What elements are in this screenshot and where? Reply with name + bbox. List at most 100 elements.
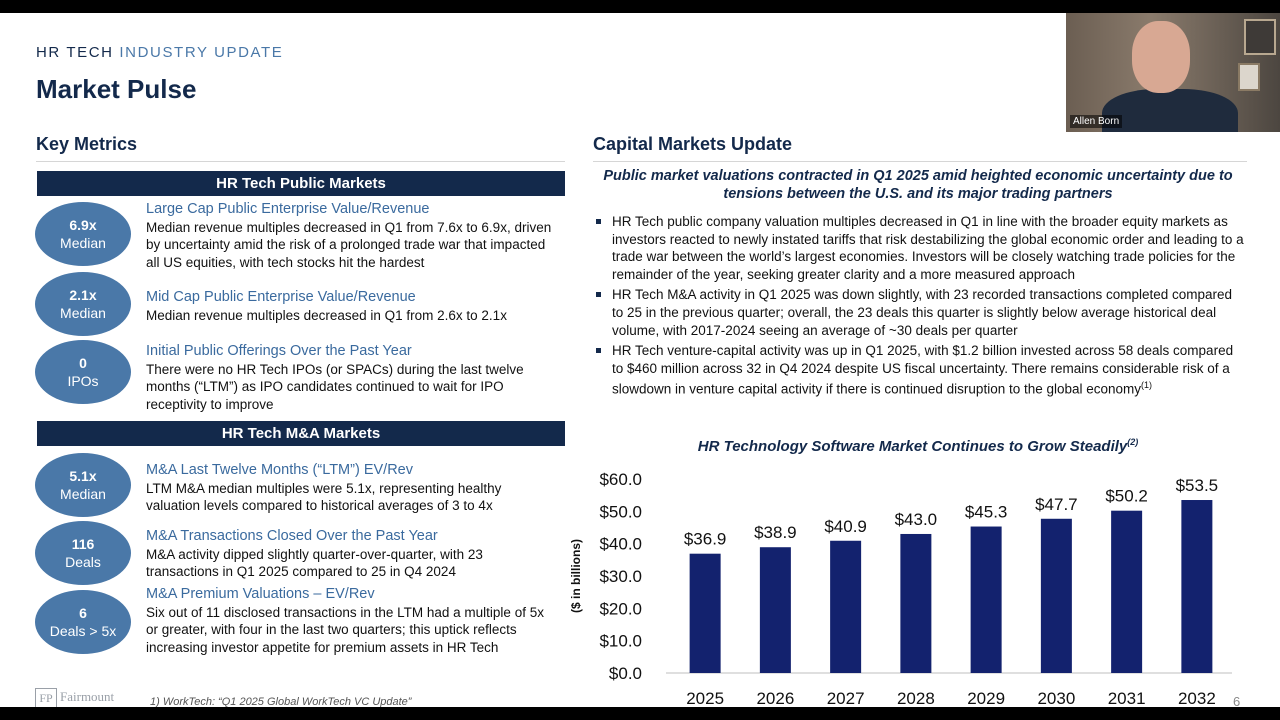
bar-2031 [1111, 510, 1143, 673]
x-tick-label-2029: 2029 [967, 689, 1005, 707]
bullet-item: HR Tech public company valuation multipl… [594, 213, 1246, 283]
x-tick-label-2031: 2031 [1108, 689, 1146, 707]
metric-title: M&A Transactions Closed Over the Past Ye… [146, 528, 438, 544]
metric-oval: 2.1x Median [35, 272, 131, 336]
metric-unit: Median [60, 305, 106, 321]
metric-value: 6 [79, 605, 87, 621]
y-tick-label: $60.0 [599, 470, 642, 489]
logo-mark: FP [35, 688, 57, 707]
market-bar-chart: ($ in billions) $0.0 $10.0 $20.0 $30.0 $40.0 $… [569, 470, 1232, 707]
chart-title-text: HR Technology Software Market Continues … [697, 438, 1128, 455]
key-metrics-rule [36, 161, 565, 162]
metric-oval: 6.9x Median [35, 202, 131, 266]
metric-title: Mid Cap Public Enterprise Value/Revenue [146, 289, 416, 305]
data-label-2025: $36.9 [684, 530, 727, 549]
webcam-overlay: Allen Born [1066, 13, 1280, 132]
data-label-2027: $40.9 [824, 517, 867, 536]
footnote-ref: (1) [1141, 380, 1153, 391]
y-axis-label: ($ in billions) [569, 539, 583, 613]
metric-unit: Median [60, 486, 106, 502]
y-tick-label: $40.0 [599, 535, 642, 554]
y-tick-label: $20.0 [599, 599, 642, 618]
bar-2029 [970, 526, 1002, 673]
logo-text: Fairmount [60, 688, 115, 704]
x-tick-label-2028: 2028 [897, 689, 935, 707]
bottom-black-bar [0, 707, 1280, 720]
x-tick-label-2026: 2026 [756, 689, 794, 707]
presenter-body [1102, 89, 1238, 132]
metric-value: 2.1x [69, 287, 97, 303]
capital-markets-bullets: HR Tech public company valuation multipl… [594, 213, 1246, 401]
y-tick-label: $0.0 [609, 664, 642, 683]
data-label-2028: $43.0 [895, 510, 938, 529]
footnote: 1) WorkTech: “Q1 2025 Global WorkTech VC… [150, 696, 412, 707]
capital-markets-heading: Capital Markets Update [593, 134, 793, 154]
capital-markets-rule [593, 161, 1247, 162]
bar-2032 [1181, 500, 1213, 673]
metric-block: M&A Last Twelve Months (“LTM”) EV/Rev LT… [146, 462, 556, 515]
metric-value: 5.1x [69, 468, 97, 484]
bar-2030 [1040, 518, 1072, 673]
metric-value: 0 [79, 355, 87, 371]
bullet-item: HR Tech venture-capital activity was up … [594, 342, 1246, 398]
metric-text: LTM M&A median multiples were 5.1x, repr… [146, 480, 502, 514]
metric-unit: Deals [65, 554, 101, 570]
presenter-head [1132, 21, 1190, 93]
bar-2025 [689, 553, 721, 673]
metric-title: Initial Public Offerings Over the Past Y… [146, 343, 412, 359]
metric-block: M&A Premium Valuations – EV/Rev Six out … [146, 586, 556, 656]
metric-block: Large Cap Public Enterprise Value/Revenu… [146, 201, 556, 271]
bar-2027 [830, 540, 862, 673]
x-tick-label-2025: 2025 [686, 689, 724, 707]
metric-text: Six out of 11 disclosed transactions in … [146, 604, 544, 655]
y-tick-label: $50.0 [599, 502, 642, 521]
page-number: 6 [1233, 694, 1241, 707]
metric-text: M&A activity dipped slightly quarter-ove… [146, 546, 483, 580]
metric-oval: 5.1x Median [35, 453, 131, 517]
metric-title: Large Cap Public Enterprise Value/Revenu… [146, 201, 430, 217]
eyebrow-highlight: INDUSTRY UPDATE [119, 44, 284, 61]
data-label-2031: $50.2 [1105, 487, 1148, 506]
page-title: Market Pulse [36, 74, 197, 104]
eyebrow-main: HR TECH [36, 44, 114, 61]
bar-2028 [900, 533, 932, 673]
metric-oval: 0 IPOs [35, 340, 131, 404]
y-tick-label: $10.0 [599, 632, 642, 651]
x-tick-label-2027: 2027 [827, 689, 865, 707]
metric-title: M&A Last Twelve Months (“LTM”) EV/Rev [146, 462, 413, 478]
public-markets-bar: HR Tech Public Markets [37, 171, 565, 196]
bullet-item: HR Tech M&A activity in Q1 2025 was down… [594, 286, 1246, 339]
data-label-2026: $38.9 [754, 523, 797, 542]
bullet-text: HR Tech public company valuation multipl… [612, 214, 1244, 282]
data-label-2030: $47.7 [1035, 495, 1078, 514]
presenter-name: Allen Born [1070, 115, 1123, 128]
metric-unit: Median [60, 235, 106, 251]
metric-text: There were no HR Tech IPOs (or SPACs) du… [146, 361, 524, 412]
bullet-text: HR Tech venture-capital activity was up … [612, 343, 1234, 397]
wall-picture [1244, 19, 1276, 55]
metric-block: Mid Cap Public Enterprise Value/Revenue … [146, 289, 556, 324]
key-metrics-heading: Key Metrics [36, 134, 138, 154]
chart-title-footnote: (2) [1127, 437, 1139, 447]
metric-oval: 116 Deals [35, 521, 131, 585]
x-tick-label-2030: 2030 [1037, 689, 1075, 707]
data-label-2029: $45.3 [965, 503, 1008, 522]
metric-value: 6.9x [69, 217, 97, 233]
eyebrow: HR TECH INDUSTRY UPDATE [36, 44, 283, 61]
metric-oval: 6 Deals > 5x [35, 590, 131, 654]
ma-markets-bar: HR Tech M&A Markets [37, 421, 565, 446]
metric-text: Median revenue multiples decreased in Q1… [146, 219, 552, 270]
bullet-text: HR Tech M&A activity in Q1 2025 was down… [612, 287, 1233, 338]
metric-block: Initial Public Offerings Over the Past Y… [146, 343, 556, 413]
bar-2026 [759, 547, 791, 673]
fairmount-logo: FP Fairmount [35, 688, 114, 707]
capital-markets-subtitle: Public market valuations contracted in Q… [603, 168, 1233, 202]
metric-value: 116 [71, 536, 95, 552]
metric-unit: IPOs [67, 373, 99, 389]
y-tick-label: $30.0 [599, 567, 642, 586]
wall-picture [1238, 63, 1260, 91]
chart-title: HR Technology Software Market Continues … [596, 437, 1240, 455]
metric-block: M&A Transactions Closed Over the Past Ye… [146, 528, 556, 581]
metric-title: M&A Premium Valuations – EV/Rev [146, 586, 375, 602]
metric-unit: Deals > 5x [49, 623, 117, 639]
